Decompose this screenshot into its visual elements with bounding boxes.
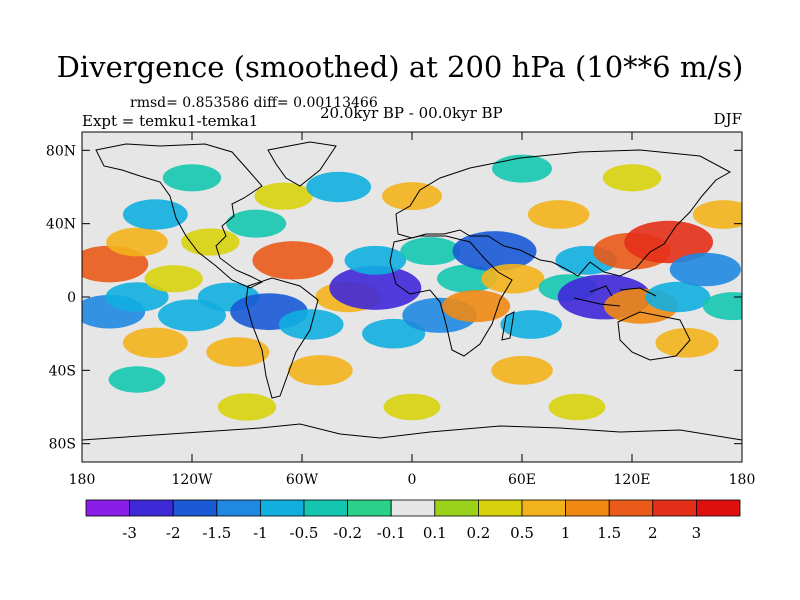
- coastline-north-america: [95, 143, 264, 289]
- colorbar-label: -3: [122, 524, 137, 542]
- field-cell-48: [491, 355, 553, 385]
- lon-label: 120W: [171, 472, 213, 488]
- colorbar-label: -0.5: [290, 524, 319, 542]
- field-cell-4: [122, 199, 188, 230]
- field-cell-13: [254, 182, 313, 210]
- field-cell-41: [702, 292, 742, 321]
- colorbar-swatch-7: [390, 499, 436, 517]
- field-cell-23: [400, 237, 461, 266]
- lon-label: 120E: [614, 472, 651, 488]
- lat-label: 40N: [46, 217, 76, 233]
- field-cell-10: [206, 337, 270, 367]
- lon-label: 60W: [286, 472, 319, 488]
- colorbar-swatch-14: [696, 499, 741, 517]
- colorbar-swatch-12: [608, 499, 654, 517]
- rmsd-diff-stats: rmsd= 0.853586 diff= 0.00113466: [130, 95, 378, 111]
- colorbar-swatch-4: [259, 499, 305, 517]
- colorbar-label: -1.5: [202, 524, 231, 542]
- colorbar-label: -0.1: [377, 524, 406, 542]
- plot-title: Divergence (smoothed) at 200 hPa (10**6 …: [56, 50, 744, 84]
- colorbar: -3 -2 -1.5 -1 -0.5 -0.2 -0.1 0.1 0.2 0.5 1 1.5 2 3: [85, 499, 741, 542]
- period-label: 20.0kyr BP - 00.0kyr BP: [320, 104, 503, 122]
- colorbar-label: 0.2: [466, 524, 490, 542]
- lon-label: 60E: [508, 472, 536, 488]
- field-cell-44: [602, 164, 662, 192]
- coastlines: [82, 141, 742, 441]
- field-cell-42: [162, 164, 222, 192]
- colorbar-swatch-2: [172, 499, 218, 517]
- colorbar-swatch-9: [477, 499, 523, 517]
- colorbar-label: -2: [166, 524, 181, 542]
- field-cell-17: [306, 171, 372, 203]
- coastline-madagascar: [501, 311, 515, 341]
- field-cell-43: [492, 154, 552, 183]
- field-cell-29: [500, 310, 562, 339]
- colorbar-swatch-11: [565, 499, 610, 517]
- field-cell-39: [669, 252, 741, 287]
- lat-label: 80S: [49, 437, 76, 453]
- field-cell-5: [122, 327, 188, 359]
- field-cell-20: [344, 245, 407, 275]
- field-cell-3: [105, 282, 169, 312]
- experiment-label: Expt = temku1-temka1: [82, 112, 259, 130]
- field-cell-37: [645, 281, 711, 313]
- field-cell-14: [252, 241, 334, 280]
- colorbar-swatch-13: [652, 499, 697, 517]
- coastline-africa: [389, 235, 513, 357]
- colorbar-swatch-5: [303, 499, 348, 517]
- coastline-south-america: [245, 277, 319, 399]
- lat-label: 40S: [49, 363, 76, 379]
- field-cell-30: [527, 200, 590, 229]
- coastline-greenland: [267, 141, 337, 187]
- field-cell-28: [481, 263, 545, 294]
- lat-label: 0: [67, 290, 76, 306]
- colorbar-label: 2: [648, 524, 658, 542]
- coastline-antarctica: [82, 423, 742, 441]
- field-cell-45: [383, 393, 441, 421]
- field-cell-2: [106, 227, 168, 257]
- lat-label: 80N: [46, 143, 76, 159]
- lon-label: 180: [69, 472, 96, 488]
- colorbar-label: 0.1: [423, 524, 447, 542]
- field-cell-46: [217, 393, 277, 421]
- coastline-europe-asia: [395, 149, 732, 277]
- field-cell-40: [692, 200, 742, 229]
- field-cell-21: [362, 318, 426, 349]
- colorbar-swatch-10: [521, 499, 566, 517]
- colorbar-swatch-0: [85, 499, 130, 517]
- colorbar-swatch-1: [129, 499, 174, 517]
- lon-label: 180: [729, 472, 756, 488]
- colorbar-label: 3: [692, 524, 702, 542]
- field-cell-47: [548, 393, 606, 421]
- field-cell-36: [624, 220, 714, 264]
- colorbar-swatch-8: [434, 499, 479, 517]
- field-cell-6: [144, 265, 203, 293]
- lon-label: 0: [408, 472, 417, 488]
- coastline-indonesia: [573, 285, 657, 307]
- coastline-australia: [617, 311, 691, 361]
- colorbar-label: -1: [253, 524, 268, 542]
- colorbar-label: 0.5: [510, 524, 534, 542]
- colorbar-label: -0.2: [333, 524, 362, 542]
- colorbar-swatch-6: [347, 499, 392, 517]
- field-cell-16: [287, 355, 353, 386]
- field-cell-19: [329, 265, 422, 310]
- colorbar-label: 1: [561, 524, 571, 542]
- colorbar-label: 1.5: [597, 524, 621, 542]
- season-label: DJF: [713, 110, 742, 128]
- map-axes: 80N 40N 0 40S 80S 180 120W 60W 0 60E 120E 180: [46, 132, 755, 488]
- colorbar-swatch-3: [216, 499, 261, 517]
- field-cell-22: [382, 182, 442, 211]
- field-cell-25: [437, 264, 497, 293]
- field-cell-26: [442, 290, 511, 323]
- field-cell-27: [452, 231, 537, 272]
- field-cell-49: [108, 366, 166, 393]
- field-cell-11: [226, 209, 287, 238]
